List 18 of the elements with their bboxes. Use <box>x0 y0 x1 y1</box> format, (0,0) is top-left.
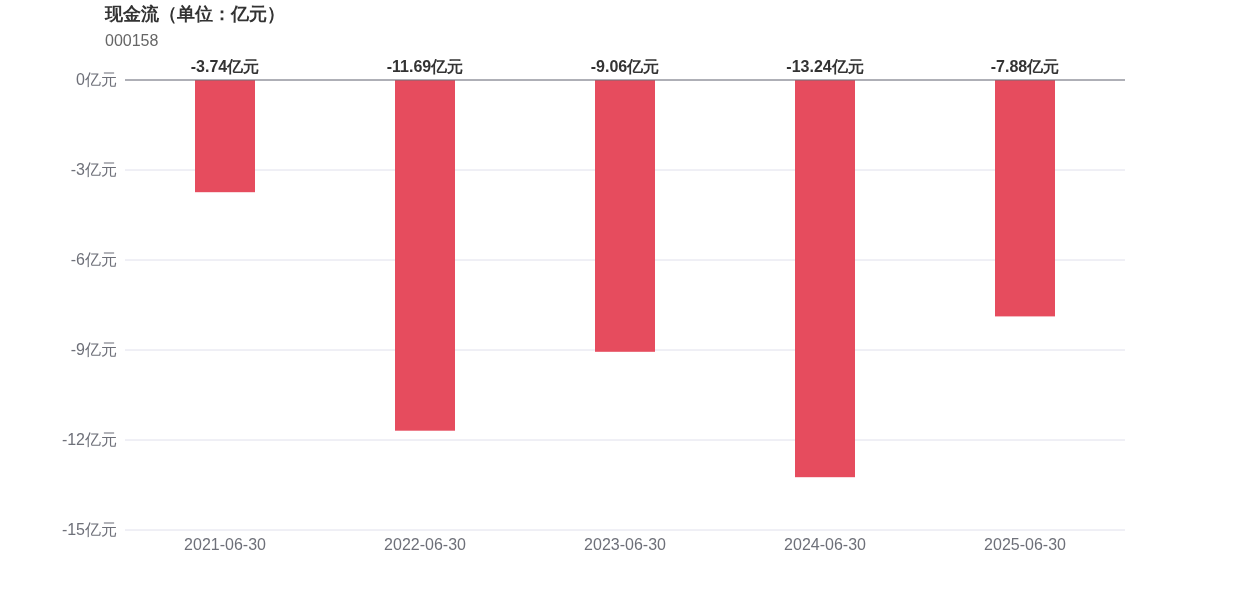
x-tick-label: 2023-06-30 <box>584 536 667 553</box>
y-tick-label: -3亿元 <box>70 161 117 178</box>
x-tick-label: 2022-06-30 <box>384 536 467 553</box>
y-tick-label: -15亿元 <box>61 521 117 538</box>
data-label: -3.74亿元 <box>190 58 260 75</box>
chart-subtitle: 000158 <box>105 32 159 49</box>
data-label: -7.88亿元 <box>990 58 1060 75</box>
y-tick-label: 0亿元 <box>76 71 117 88</box>
y-tick-label: -6亿元 <box>70 251 117 268</box>
x-tick-label: 2021-06-30 <box>184 536 267 553</box>
x-tick-label: 2025-06-30 <box>984 536 1067 553</box>
y-tick-label: -9亿元 <box>70 341 117 358</box>
data-label: -11.69亿元 <box>386 58 464 75</box>
x-tick-label: 2024-06-30 <box>784 536 867 553</box>
data-label: -9.06亿元 <box>590 58 660 75</box>
chart-title: 现金流（单位：亿元） <box>104 4 285 24</box>
y-tick-label: -12亿元 <box>61 431 117 448</box>
data-label: -13.24亿元 <box>786 58 864 75</box>
